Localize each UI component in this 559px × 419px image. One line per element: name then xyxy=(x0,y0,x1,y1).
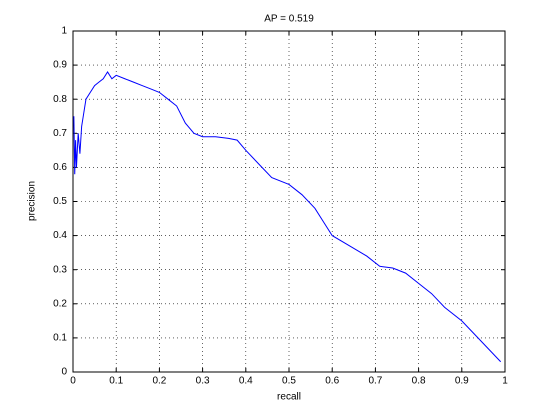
y-tick-label: 0.9 xyxy=(53,60,67,71)
x-tick-label: 0.7 xyxy=(368,376,382,387)
x-tick-label: 0.5 xyxy=(282,376,296,387)
x-tick-label: 0.8 xyxy=(412,376,426,387)
y-tick-label: 0.8 xyxy=(53,94,67,105)
x-tick-label: 0.4 xyxy=(239,376,253,387)
y-tick-label: 0 xyxy=(61,367,67,378)
x-tick-label: 0.9 xyxy=(455,376,469,387)
y-tick-label: 0.7 xyxy=(53,128,67,139)
x-axis-label: recall xyxy=(277,392,301,403)
y-axis-label: precision xyxy=(27,181,38,221)
x-tick-label: 0.1 xyxy=(109,376,123,387)
x-tick-label: 1 xyxy=(502,376,508,387)
y-tick-label: 0.5 xyxy=(53,196,67,207)
y-tick-label: 0.6 xyxy=(53,162,67,173)
y-tick-label: 0.4 xyxy=(53,230,67,241)
y-tick-label: 1 xyxy=(61,26,67,37)
x-tick-label: 0.6 xyxy=(325,376,339,387)
x-tick-label: 0.2 xyxy=(152,376,166,387)
x-tick-label: 0 xyxy=(70,376,76,387)
plot-frame xyxy=(72,30,506,373)
x-tick-label: 0.3 xyxy=(196,376,210,387)
y-tick-label: 0.2 xyxy=(53,298,67,309)
y-tick-label: 0.3 xyxy=(53,264,67,275)
chart-title: AP = 0.519 xyxy=(264,14,314,25)
pr-curve xyxy=(73,70,502,363)
y-tick-label: 0.1 xyxy=(53,333,67,344)
